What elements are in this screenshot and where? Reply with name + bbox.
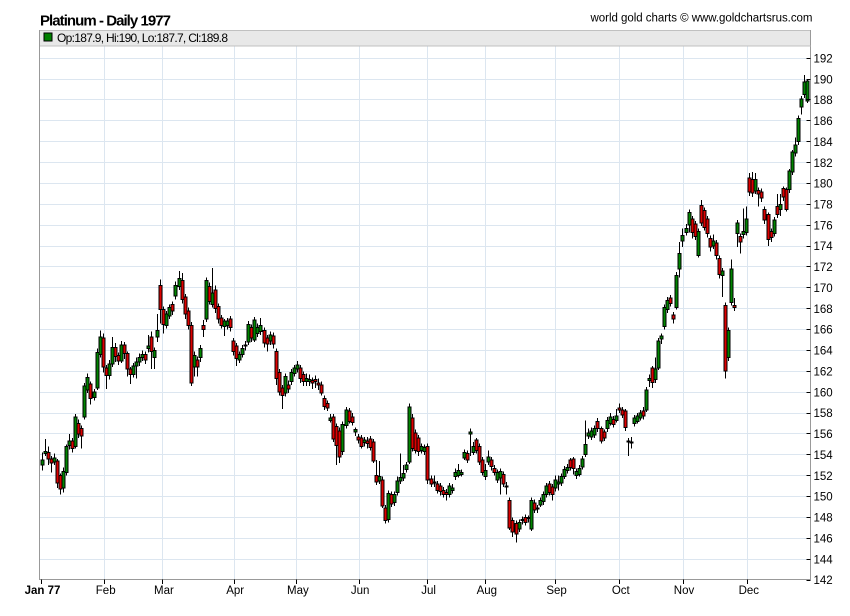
svg-text:Apr: Apr <box>226 585 244 597</box>
svg-text:158: 158 <box>814 408 833 420</box>
svg-text:Platinum - Daily 1977: Platinum - Daily 1977 <box>40 13 171 30</box>
svg-text:162: 162 <box>814 367 833 379</box>
svg-text:May: May <box>287 585 309 597</box>
svg-text:192: 192 <box>814 53 833 65</box>
svg-text:Oct: Oct <box>612 585 631 597</box>
svg-text:186: 186 <box>814 116 833 128</box>
svg-text:world gold charts © www.goldch: world gold charts © www.goldchartsrus.co… <box>590 13 813 25</box>
svg-text:Sep: Sep <box>546 585 566 597</box>
svg-text:164: 164 <box>814 346 834 358</box>
svg-text:190: 190 <box>814 74 833 86</box>
svg-text:Dec: Dec <box>739 585 760 597</box>
svg-text:156: 156 <box>814 429 833 441</box>
svg-text:172: 172 <box>814 262 833 274</box>
svg-text:Mar: Mar <box>154 585 174 597</box>
svg-text:168: 168 <box>814 304 833 316</box>
svg-text:188: 188 <box>814 95 833 107</box>
svg-text:148: 148 <box>814 513 833 525</box>
svg-text:Feb: Feb <box>96 585 116 597</box>
svg-text:180: 180 <box>814 179 833 191</box>
svg-text:184: 184 <box>814 137 834 149</box>
svg-text:142: 142 <box>814 575 833 587</box>
svg-text:176: 176 <box>814 220 833 232</box>
svg-text:182: 182 <box>814 158 833 170</box>
svg-text:144: 144 <box>814 554 834 566</box>
svg-text:154: 154 <box>814 450 834 462</box>
svg-text:174: 174 <box>814 241 834 253</box>
svg-text:166: 166 <box>814 325 833 337</box>
svg-text:Op:187.9, Hi:190, Lo:187.7, Cl: Op:187.9, Hi:190, Lo:187.7, Cl:189.8 <box>57 31 228 45</box>
svg-text:Jul: Jul <box>421 585 436 597</box>
svg-text:146: 146 <box>814 534 833 546</box>
svg-text:160: 160 <box>814 387 833 399</box>
svg-text:152: 152 <box>814 471 833 483</box>
svg-text:Jun: Jun <box>351 585 370 597</box>
svg-text:150: 150 <box>814 492 833 504</box>
svg-text:170: 170 <box>814 283 833 295</box>
svg-text:178: 178 <box>814 200 833 212</box>
svg-text:Jan 77: Jan 77 <box>25 585 61 597</box>
svg-text:Nov: Nov <box>674 585 695 597</box>
svg-text:Aug: Aug <box>477 585 497 597</box>
